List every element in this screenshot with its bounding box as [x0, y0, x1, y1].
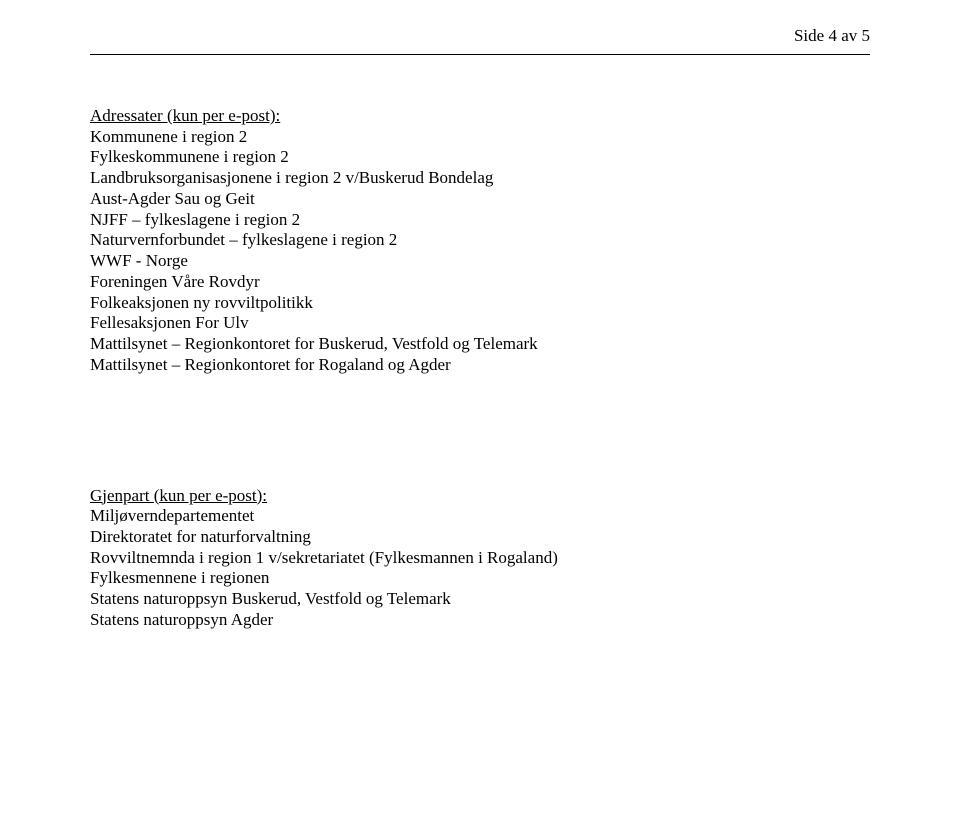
copy-line: Fylkesmennene i regionen	[90, 568, 870, 589]
copy-line: Miljøverndepartementet	[90, 506, 870, 527]
addressees-block: Adressater (kun per e-post): Kommunene i…	[90, 106, 870, 376]
addressee-line: Landbruksorganisasjonene i region 2 v/Bu…	[90, 168, 870, 189]
addressee-line: Fellesaksjonen For Ulv	[90, 313, 870, 334]
addressee-line: NJFF – fylkeslagene i region 2	[90, 210, 870, 231]
header-rule	[90, 54, 870, 55]
copy-line: Direktoratet for naturforvaltning	[90, 527, 870, 548]
addressee-line: Kommunene i region 2	[90, 127, 870, 148]
addressee-line: Aust-Agder Sau og Geit	[90, 189, 870, 210]
addressees-heading: Adressater (kun per e-post):	[90, 106, 870, 127]
addressee-line: WWF - Norge	[90, 251, 870, 272]
copy-line: Rovviltnemnda i region 1 v/sekretariatet…	[90, 548, 870, 569]
addressee-line: Mattilsynet – Regionkontoret for Buskeru…	[90, 334, 870, 355]
addressee-line: Foreningen Våre Rovdyr	[90, 272, 870, 293]
addressee-line: Fylkeskommunene i region 2	[90, 147, 870, 168]
addressee-line: Naturvernforbundet – fylkeslagene i regi…	[90, 230, 870, 251]
copy-line: Statens naturoppsyn Buskerud, Vestfold o…	[90, 589, 870, 610]
copy-block: Gjenpart (kun per e-post): Miljøverndepa…	[90, 486, 870, 631]
addressee-line: Mattilsynet – Regionkontoret for Rogalan…	[90, 355, 870, 376]
page: Side 4 av 5 Adressater (kun per e-post):…	[0, 0, 960, 828]
copy-line: Statens naturoppsyn Agder	[90, 610, 870, 631]
page-number: Side 4 av 5	[794, 26, 870, 46]
copy-heading: Gjenpart (kun per e-post):	[90, 486, 870, 507]
content: Adressater (kun per e-post): Kommunene i…	[90, 106, 870, 631]
addressee-line: Folkeaksjonen ny rovviltpolitikk	[90, 293, 870, 314]
